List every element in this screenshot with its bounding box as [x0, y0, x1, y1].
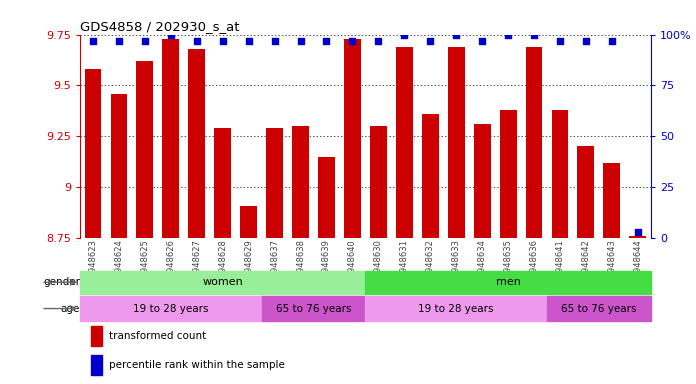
Point [425, 38, 436, 44]
Bar [240, 205, 257, 238]
Bar [80, 296, 262, 321]
Bar [136, 61, 153, 238]
Point [191, 38, 203, 44]
Bar [262, 296, 365, 321]
Point [295, 38, 306, 44]
Bar [162, 39, 180, 238]
Bar [547, 296, 651, 321]
Bar [629, 236, 646, 238]
Bar [525, 47, 542, 238]
Text: gender: gender [43, 277, 80, 287]
Point [399, 31, 410, 38]
Bar [85, 69, 102, 238]
Bar [365, 271, 651, 294]
Bar [448, 47, 465, 238]
Point [139, 38, 150, 44]
Bar [91, 355, 102, 375]
Bar [80, 271, 365, 294]
Point [632, 229, 643, 235]
Bar [422, 114, 438, 238]
Text: 65 to 76 years: 65 to 76 years [561, 303, 637, 314]
Point [503, 31, 514, 38]
Bar [500, 110, 516, 238]
Point [217, 38, 228, 44]
Point [88, 38, 99, 44]
Point [606, 38, 617, 44]
Bar [214, 128, 231, 238]
Point [113, 38, 125, 44]
Bar [551, 110, 569, 238]
Bar [396, 47, 413, 238]
Bar [111, 94, 127, 238]
Bar [344, 39, 361, 238]
Point [580, 38, 592, 44]
Point [269, 38, 280, 44]
Point [165, 31, 176, 38]
Point [528, 31, 539, 38]
Text: women: women [203, 277, 243, 287]
Bar [318, 157, 335, 238]
Text: transformed count: transformed count [109, 331, 206, 341]
Point [321, 38, 332, 44]
Bar [266, 128, 283, 238]
Point [450, 31, 461, 38]
Text: 65 to 76 years: 65 to 76 years [276, 303, 351, 314]
Point [477, 38, 488, 44]
Bar [603, 163, 620, 238]
Text: 19 to 28 years: 19 to 28 years [133, 303, 209, 314]
Text: percentile rank within the sample: percentile rank within the sample [109, 360, 285, 370]
Bar [189, 49, 205, 238]
Bar [292, 126, 309, 238]
Text: GDS4858 / 202930_s_at: GDS4858 / 202930_s_at [80, 20, 239, 33]
Bar [91, 326, 102, 346]
Bar [474, 124, 491, 238]
Point [243, 38, 254, 44]
Point [555, 38, 566, 44]
Text: men: men [496, 277, 521, 287]
Text: age: age [61, 303, 80, 314]
Text: 19 to 28 years: 19 to 28 years [418, 303, 494, 314]
Bar [578, 147, 594, 238]
Bar [370, 126, 387, 238]
Bar [365, 296, 547, 321]
Point [373, 38, 384, 44]
Point [347, 38, 358, 44]
